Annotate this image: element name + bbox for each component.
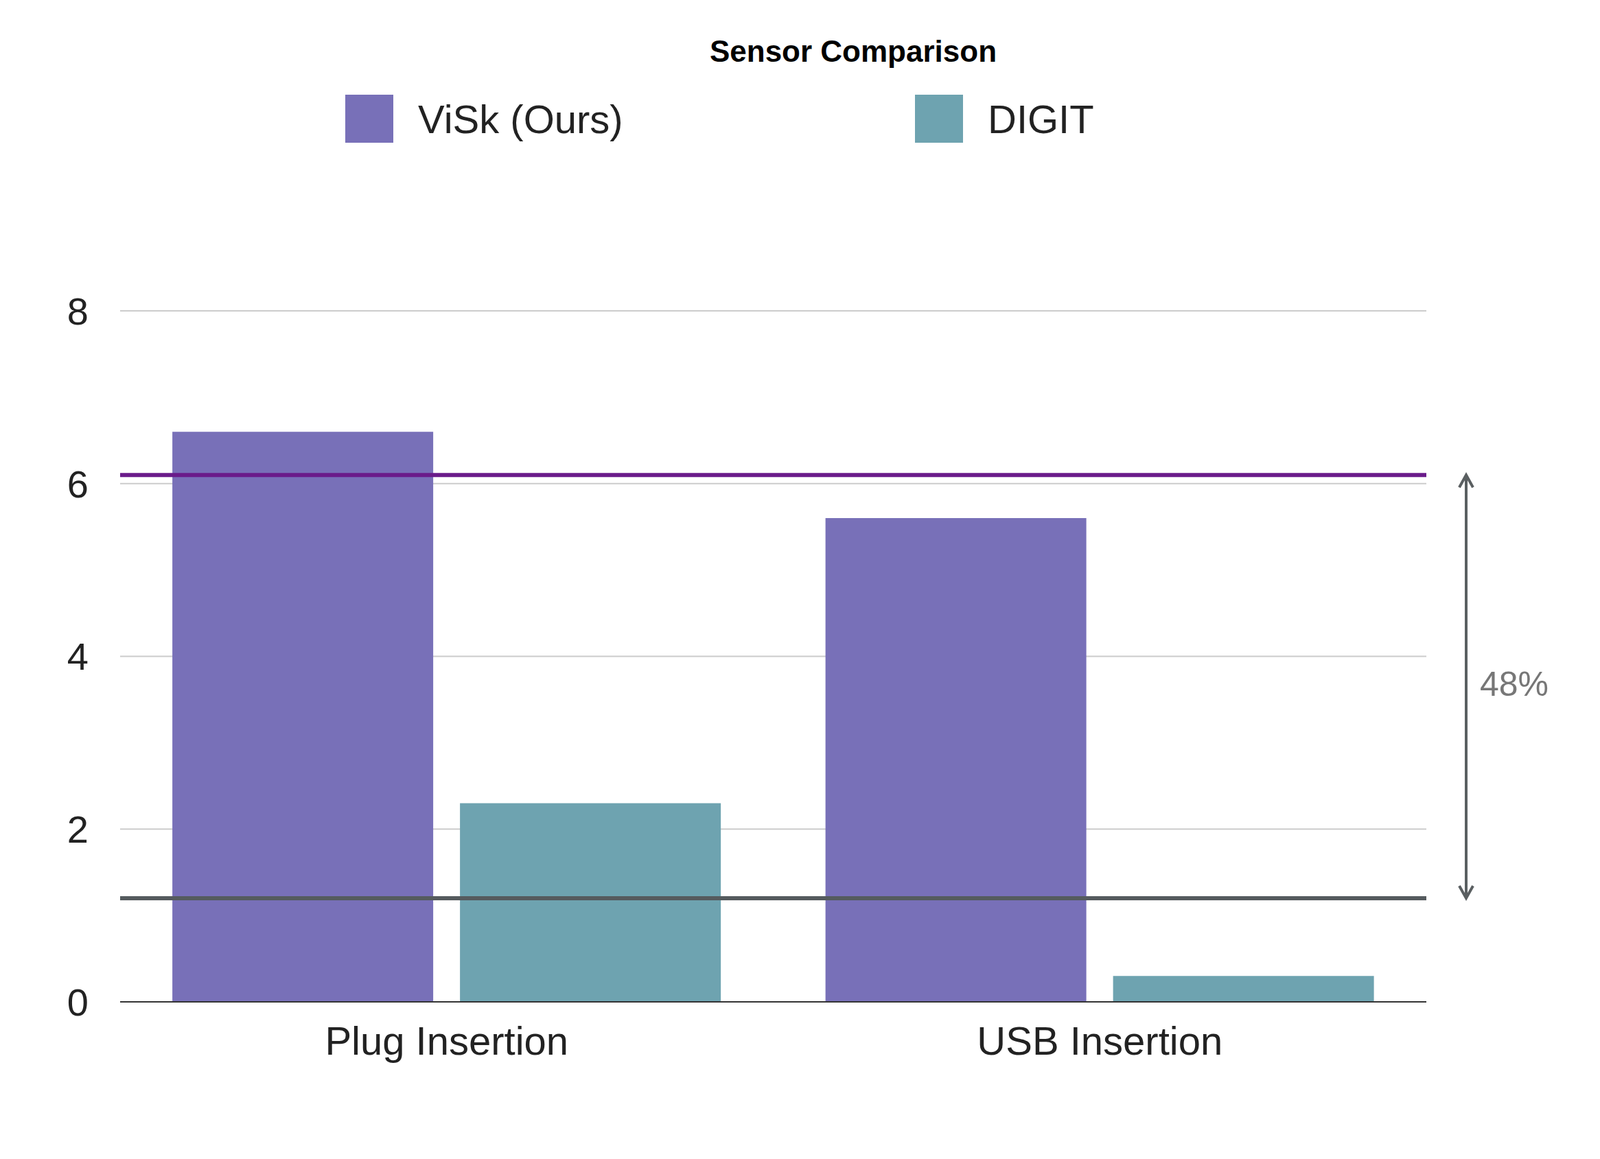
svg-text:2: 2 [67,807,89,852]
svg-text:6: 6 [67,462,89,506]
svg-text:Plug Insertion: Plug Insertion [324,1018,569,1064]
svg-text:4: 4 [67,634,89,679]
svg-text:0: 0 [67,980,89,1025]
svg-text:USB Insertion: USB Insertion [976,1018,1223,1064]
svg-text:48%: 48% [1479,665,1549,704]
html-text:Sensor Comparison: Sensor Comparison [709,34,997,68]
svg-text:8: 8 [67,289,89,333]
html-text:DIGIT: DIGIT [987,96,1094,142]
html-text:ViSk (Ours): ViSk (Ours) [418,96,623,142]
